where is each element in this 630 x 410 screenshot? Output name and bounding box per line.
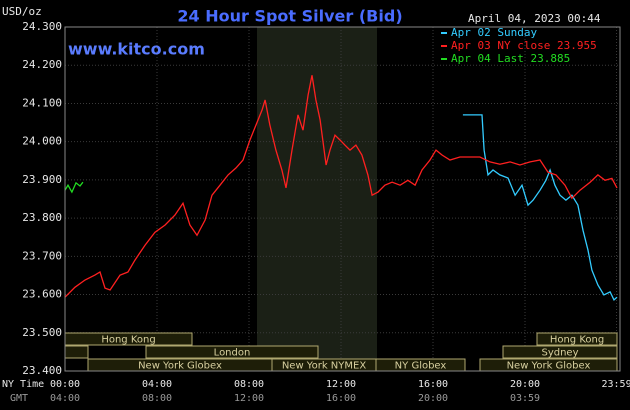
session-label: Sydney (541, 348, 578, 359)
session-label: London (214, 348, 251, 359)
nymex-shade (257, 27, 377, 371)
series-line (462, 114, 618, 301)
gmt-label: GMT (10, 393, 28, 404)
session-label: Hong Kong (550, 335, 604, 346)
watermark: www.kitco.com (68, 40, 205, 59)
x-tick-label: 00:00 (50, 379, 80, 390)
y-tick-label: 24.100 (22, 96, 62, 109)
session-label: New York Globex (138, 361, 222, 372)
series-line (64, 75, 618, 298)
gmt-tick-label: 08:00 (142, 393, 172, 404)
y-tick-label: 24.300 (22, 20, 62, 33)
session-bar (502, 345, 618, 359)
x-tick-label: 20:00 (510, 379, 540, 390)
timestamp: April 04, 2023 00:44 (468, 12, 601, 25)
gmt-tick-label: 12:00 (234, 393, 264, 404)
session-label: New York NYMEX (282, 361, 367, 372)
x-tick-label: 16:00 (418, 379, 448, 390)
plot-frame (64, 26, 621, 372)
legend-label: Apr 02 Sunday (451, 26, 537, 39)
ny-time-label: NY Time (2, 379, 44, 390)
session-bar (536, 332, 618, 346)
chart-title: 24 Hour Spot Silver (Bid) (177, 7, 402, 26)
x-tick-label: 08:00 (234, 379, 264, 390)
y-tick-label: 23.800 (22, 211, 62, 224)
gmt-tick-label: 20:00 (418, 393, 448, 404)
y-tick-label: 24.200 (22, 58, 62, 71)
y-unit: USD/oz (2, 5, 42, 18)
y-tick-label: 24.000 (22, 135, 62, 148)
legend-label: Apr 03 NY close 23.955 (451, 39, 597, 52)
x-tick-label: 12:00 (326, 379, 356, 390)
lines (64, 75, 618, 301)
y-tick-label: 23.900 (22, 173, 62, 186)
y-tick-label: 23.600 (22, 288, 62, 301)
y-tick-label: 23.500 (22, 326, 62, 339)
x-tick-label: 23:59 (601, 379, 630, 390)
series-line (64, 181, 84, 194)
session-label: New York Globex (507, 361, 591, 372)
gmt-tick-label: 16:00 (326, 393, 356, 404)
session-bar (64, 345, 89, 359)
sessions: Hong Kong London New York Globex New York N… (64, 332, 618, 372)
x-tick-label: 04:00 (142, 379, 172, 390)
legend-label: Apr 04 Last 23.885 (451, 52, 570, 65)
session-label: NY Globex (395, 361, 447, 372)
session-bar (145, 345, 319, 359)
session-label: Hong Kong (101, 335, 155, 346)
gmt-tick-label: 03:59 (510, 393, 540, 404)
y-tick-label: 23.400 (22, 364, 62, 377)
y-tick-label: 23.700 (22, 249, 62, 262)
gmt-tick-label: 04:00 (50, 393, 80, 404)
